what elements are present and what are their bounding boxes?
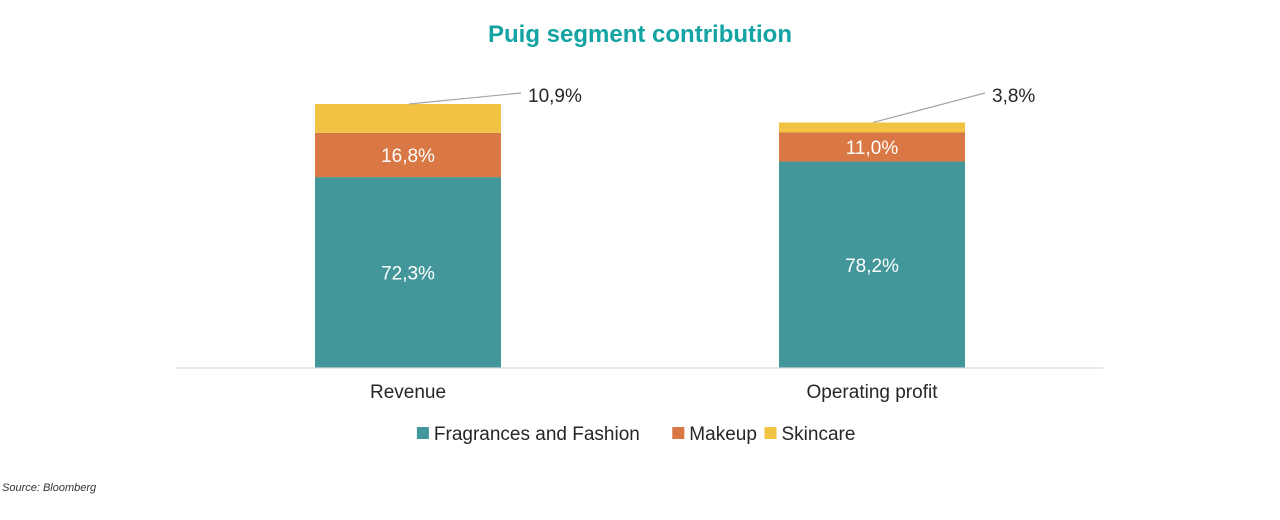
legend-label-makeup: Makeup [689, 424, 757, 445]
bar-operating-profit-makeup [779, 132, 965, 162]
source-note: Source: Bloomberg [2, 482, 97, 494]
data-label-revenue-makeup: 16,8% [381, 146, 435, 167]
bar-revenue-skincare [315, 104, 501, 133]
data-label-operating-profit-makeup: 11,0% [846, 138, 899, 159]
labels-group: 72,3% 16,8% 10,9% Revenue 78,2% 11,0% 3,8% Oper… [370, 86, 1035, 403]
bars-group [315, 104, 965, 368]
bar-operating-profit-fragrances-and-fashion [779, 161, 965, 368]
data-label-operating-profit-fragrances-and-fashion: 78,2% [845, 256, 899, 277]
legend-label-skincare: Skincare [782, 424, 856, 445]
category-label-revenue: Revenue [370, 382, 446, 403]
legend-swatch-makeup [672, 427, 685, 439]
bar-revenue-fragrances-and-fashion [315, 177, 501, 368]
leader-line-revenue [408, 92, 522, 105]
data-label-revenue-fragrances-and-fashion: 72,3% [381, 264, 435, 285]
leader-line-operating-profit [872, 92, 986, 124]
bar-operating-profit-skincare [779, 122, 965, 133]
chart-title: Puig segment contribution [488, 21, 792, 48]
data-label-revenue-skincare: 10,9% [528, 86, 582, 107]
legend: Fragrances and Fashion Makeup Skincare [416, 424, 856, 445]
data-label-operating-profit-skincare: 3,8% [992, 86, 1035, 107]
legend-swatch-fragrances-and-fashion [416, 427, 429, 439]
legend-swatch-skincare [764, 427, 777, 439]
bar-revenue-makeup [315, 132, 501, 178]
legend-label-fragrances-and-fashion: Fragrances and Fashion [434, 424, 640, 445]
category-label-operating-profit: Operating profit [807, 382, 939, 403]
